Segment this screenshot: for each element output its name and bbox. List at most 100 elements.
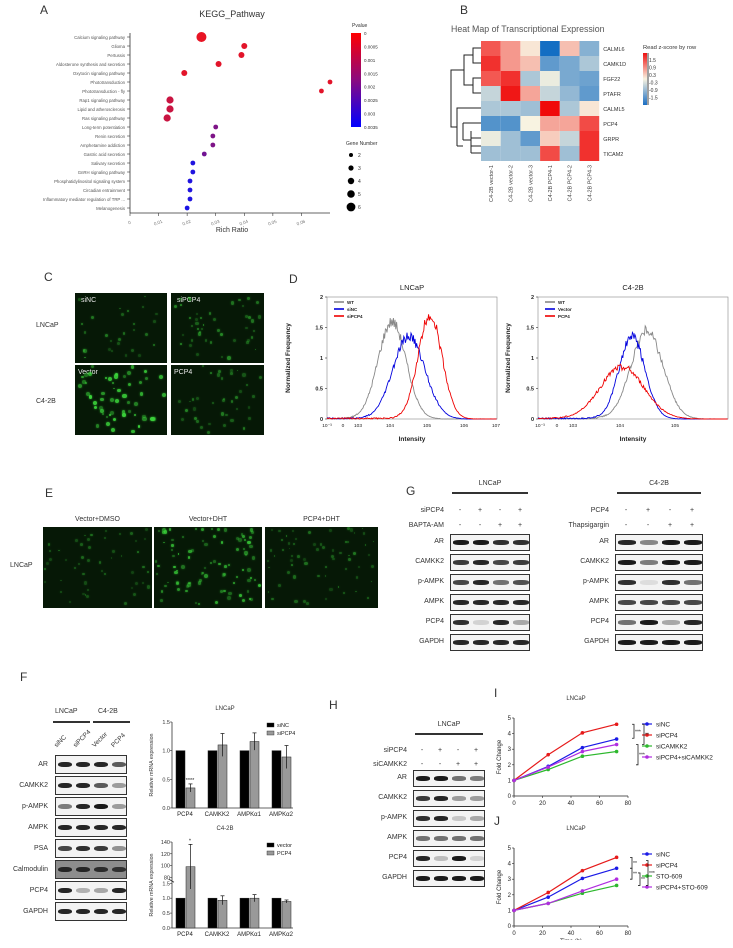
fluorescent-cell: [319, 543, 323, 546]
significance: **: [645, 732, 649, 738]
heatmap-cell: [559, 116, 580, 131]
heatmap-legend-tick: 0.9: [649, 66, 656, 72]
heatmap-cell: [481, 56, 501, 71]
protein-band: [94, 803, 108, 810]
dendrogram: [450, 47, 481, 154]
svg-text:0.0: 0.0: [162, 806, 170, 812]
line-sipcp4: [513, 723, 617, 781]
fluorescent-cell: [158, 529, 161, 532]
fluorescent-cell: [355, 590, 358, 593]
legend-label: siNC: [656, 722, 670, 729]
fluorescent-cell: [104, 333, 109, 337]
fluorescent-cell: [221, 399, 226, 403]
fluorescent-cell: [209, 341, 213, 345]
fluorescent-cell: [252, 395, 255, 398]
fluorescent-cell: [110, 557, 113, 560]
fluorescent-cell: [180, 304, 182, 307]
data-point: [512, 778, 516, 783]
blot-ampk: [615, 594, 703, 611]
protein-band: [618, 540, 636, 546]
qpcr-bar-charts: LNCaP Relative mRNA expression 0.0 0.5 1.0 1.…: [145, 700, 295, 943]
protein-band: [453, 540, 469, 546]
heatmap-cell: [579, 56, 600, 71]
fluorescent-cell: [116, 341, 120, 345]
fluorescent-cell: [132, 328, 135, 331]
category-label: PCP4: [177, 932, 193, 938]
significance-bracket: [642, 723, 645, 745]
blot-camkk2: [615, 554, 703, 571]
x-axis-label: Rich Ratio: [216, 227, 248, 234]
blot-pcp4: [413, 850, 485, 867]
protein-band: [618, 620, 636, 626]
blot-label: CAMKK2: [19, 782, 48, 789]
protein-band: [112, 782, 126, 789]
fluorescent-cell: [120, 312, 125, 316]
fluorescent-cell: [291, 564, 294, 567]
fluorescent-cell: [250, 530, 254, 534]
protein-band: [58, 887, 72, 894]
protein-band: [453, 580, 469, 586]
svg-text:1.0: 1.0: [162, 749, 170, 755]
fluorescent-cell: [196, 420, 199, 423]
protein-band: [433, 856, 449, 862]
micrograph-vector: Vector: [75, 365, 167, 435]
micrograph-pcp4: PCP4: [171, 365, 264, 435]
x-tick: 0.06: [296, 219, 306, 227]
svg-text:1.5: 1.5: [162, 881, 170, 887]
heatmap-col-label: C4-2B PCP4-2: [568, 165, 574, 201]
protein-band: [58, 761, 72, 768]
fluorescent-cell: [158, 374, 164, 380]
fluorescent-cell: [187, 556, 191, 559]
legend-label: WT: [558, 300, 565, 305]
pvalue-tick: 0.002: [364, 85, 376, 90]
fluorescent-cell: [173, 565, 176, 569]
y-tick: 0: [531, 417, 534, 423]
treatment-label: PCP4: [590, 507, 609, 514]
fluorescent-cell: [345, 567, 347, 570]
fluorescent-cell: [81, 555, 85, 559]
blot-label: AMPK: [589, 597, 609, 605]
protein-band: [112, 908, 126, 915]
fluorescent-cell: [88, 371, 93, 376]
fluorescent-cell: [185, 589, 188, 592]
blot-ar: [413, 770, 485, 787]
fluorescent-cell: [153, 343, 156, 346]
fluorescent-cell: [243, 547, 246, 550]
heatmap-cell: [481, 116, 501, 131]
pvalue-tick: 0.0005: [364, 44, 378, 49]
legend-label: siPCP4: [347, 314, 363, 319]
fluorescent-cell: [242, 304, 245, 307]
heatmap-cell: [520, 116, 541, 131]
fluorescent-cell: [131, 429, 136, 434]
y-tick: 1.5: [526, 326, 534, 332]
y-tick: 2: [531, 295, 534, 301]
data-point: [614, 749, 619, 754]
fluorescent-cell: [167, 581, 170, 584]
size-legend-label: 6: [358, 205, 361, 211]
fluorescent-cell: [176, 569, 178, 572]
fluorescent-cell: [204, 339, 208, 342]
protein-band: [493, 560, 509, 566]
fluorescent-cell: [144, 370, 148, 374]
pathway-label: Lipid and atherosclerosis: [77, 107, 125, 112]
fluorescent-cell: [245, 384, 248, 387]
blot-ampk: [450, 594, 530, 611]
fluorescent-cell: [44, 581, 47, 584]
protein-band: [684, 580, 702, 586]
fluorescent-cell: [128, 410, 131, 413]
fluorescent-cell: [80, 543, 84, 546]
bar: [207, 750, 218, 809]
cell-line-header: C4-2B: [649, 480, 669, 487]
fluorescent-cell: [201, 539, 204, 543]
fluorescent-cell: [87, 537, 91, 541]
fluorescent-cell: [195, 396, 199, 400]
heatmap-cell: [579, 41, 600, 56]
heatmap-cell: [540, 71, 560, 86]
fluorescent-cell: [273, 554, 276, 557]
data-point: [614, 877, 619, 881]
blot-gapdh: [55, 902, 127, 921]
bubble: [327, 79, 333, 85]
fluorescent-cell: [143, 295, 146, 298]
category-label: AMPKα2: [269, 932, 293, 938]
row-label-c42b: C4-2B: [36, 398, 56, 405]
